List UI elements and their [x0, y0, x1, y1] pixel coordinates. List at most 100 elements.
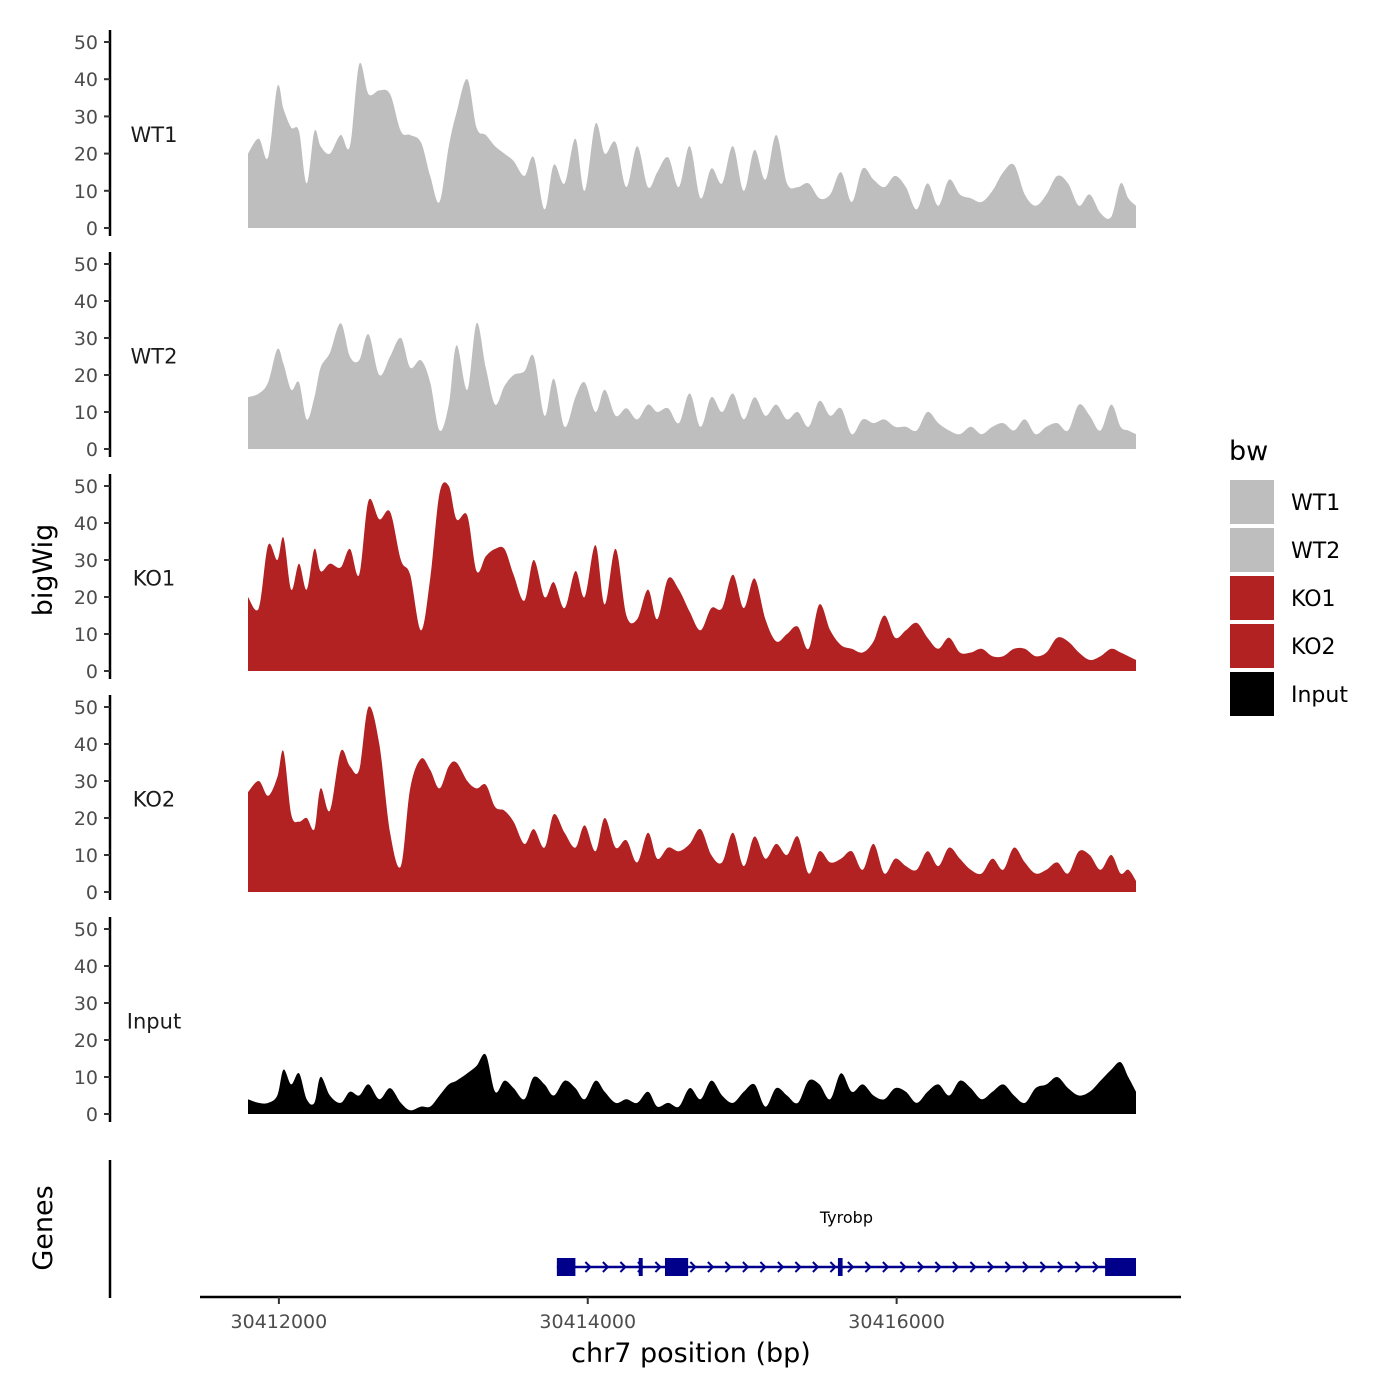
- y-tick-label: 50: [74, 697, 98, 719]
- legend-key-wt2: [1230, 528, 1274, 572]
- tracks: 0 10 20 30 40 50 WT1 0 10 20 30 40 50 WT2 0 10 20 30 40 50 K…: [74, 30, 1136, 1126]
- legend-label-ko2: KO2: [1291, 635, 1336, 660]
- strand-arrow: [1022, 1261, 1030, 1273]
- strand-arrow: [1074, 1261, 1082, 1273]
- y-tick-label: 40: [74, 69, 98, 91]
- legend-key-ko1: [1230, 576, 1274, 620]
- strand-arrow: [934, 1261, 942, 1273]
- strand-arrow: [882, 1261, 890, 1273]
- gene-track: Genes Tyrobp: [28, 1160, 1136, 1298]
- area-input: [248, 1053, 1136, 1114]
- area-wt1: [248, 62, 1136, 228]
- gene-track-label: Genes: [28, 1185, 59, 1270]
- strand-arrow: [847, 1261, 855, 1273]
- legend-label-wt1: WT1: [1291, 491, 1340, 516]
- y-axis-title: bigWig: [28, 524, 59, 617]
- exon: [1105, 1258, 1136, 1276]
- y-tick-label: 20: [74, 587, 98, 609]
- legend-title: bw: [1229, 436, 1268, 467]
- y-tick-label: 30: [74, 328, 98, 350]
- strand-arrow: [689, 1261, 697, 1273]
- strand-arrow: [952, 1261, 960, 1273]
- strand-arrow: [864, 1261, 872, 1273]
- y-tick-label: 0: [86, 439, 98, 461]
- y-tick-label: 50: [74, 476, 98, 498]
- legend-label-input: Input: [1291, 683, 1348, 708]
- strand-arrow: [759, 1261, 767, 1273]
- x-tick-label: 30414000: [539, 1311, 636, 1333]
- legend-key-wt1: [1230, 480, 1274, 524]
- strand-arrow: [584, 1261, 592, 1273]
- strand-arrow: [812, 1261, 820, 1273]
- track-label-ko2: KO2: [133, 788, 176, 812]
- y-tick-label: 40: [74, 513, 98, 535]
- x-tick-label: 30416000: [848, 1311, 945, 1333]
- track-ko2: 0 10 20 30 40 50 KO2: [74, 695, 1136, 904]
- exon: [638, 1258, 643, 1276]
- legend-key-ko2: [1230, 624, 1274, 668]
- y-tick-label: 20: [74, 1030, 98, 1052]
- legend-label-wt2: WT2: [1291, 539, 1340, 564]
- strand-arrow: [707, 1261, 715, 1273]
- track-ko1: 0 10 20 30 40 50 KO1: [74, 474, 1136, 683]
- area-wt2: [248, 322, 1136, 449]
- x-tick-label: 30412000: [231, 1311, 328, 1333]
- y-tick-label: 10: [74, 1067, 98, 1089]
- strand-arrow: [654, 1261, 662, 1273]
- y-tick-label: 40: [74, 734, 98, 756]
- strand-arrow: [742, 1261, 750, 1273]
- y-tick-label: 0: [86, 218, 98, 240]
- y-tick-label: 10: [74, 845, 98, 867]
- gene-name: Tyrobp: [819, 1208, 873, 1227]
- strand-arrow: [987, 1261, 995, 1273]
- strand-arrow: [829, 1261, 837, 1273]
- legend-key-input: [1230, 672, 1274, 716]
- strand-arrow: [777, 1261, 785, 1273]
- y-tick-label: 40: [74, 956, 98, 978]
- strand-arrow: [724, 1261, 732, 1273]
- strand-arrow: [1057, 1261, 1065, 1273]
- strand-arrow: [1039, 1261, 1047, 1273]
- track-label-wt2: WT2: [131, 345, 178, 369]
- strand-arrow: [619, 1261, 627, 1273]
- track-label-wt1: WT1: [131, 123, 178, 147]
- legend: bw WT1 WT2 KO1 KO2 Input: [1229, 436, 1348, 716]
- strand-arrow: [1092, 1261, 1100, 1273]
- y-tick-label: 30: [74, 771, 98, 793]
- y-tick-label: 40: [74, 291, 98, 313]
- track-label-ko1: KO1: [133, 567, 176, 591]
- x-axis-title: chr7 position (bp): [571, 1338, 811, 1369]
- y-tick-label: 0: [86, 882, 98, 904]
- area-ko2: [248, 706, 1136, 892]
- exon: [556, 1258, 576, 1276]
- y-tick-label: 30: [74, 993, 98, 1015]
- area-ko1: [248, 482, 1136, 671]
- y-tick-label: 10: [74, 624, 98, 646]
- strand-arrow: [602, 1261, 610, 1273]
- y-tick-label: 20: [74, 365, 98, 387]
- strand-arrow: [969, 1261, 977, 1273]
- track-wt1: 0 10 20 30 40 50 WT1: [74, 30, 1136, 240]
- y-tick-label: 10: [74, 181, 98, 203]
- y-tick-label: 30: [74, 550, 98, 572]
- x-axis: 30412000 30414000 30416000: [200, 1295, 1181, 1333]
- strand-arrow: [1004, 1261, 1012, 1273]
- strand-arrow: [794, 1261, 802, 1273]
- y-tick-label: 0: [86, 661, 98, 683]
- track-label-input: Input: [127, 1010, 181, 1034]
- y-tick-label: 0: [86, 1104, 98, 1126]
- track-input: 0 10 20 30 40 50 Input: [74, 917, 1136, 1126]
- y-tick-label: 20: [74, 808, 98, 830]
- y-tick-label: 50: [74, 254, 98, 276]
- y-tick-label: 30: [74, 106, 98, 128]
- y-tick-label: 10: [74, 402, 98, 424]
- strand-arrow: [899, 1261, 907, 1273]
- exon: [664, 1258, 689, 1276]
- y-tick-label: 50: [74, 919, 98, 941]
- strand-arrow: [917, 1261, 925, 1273]
- y-tick-label: 20: [74, 144, 98, 166]
- track-wt2: 0 10 20 30 40 50 WT2: [74, 252, 1136, 461]
- y-tick-label: 50: [74, 32, 98, 54]
- legend-label-ko1: KO1: [1291, 587, 1336, 612]
